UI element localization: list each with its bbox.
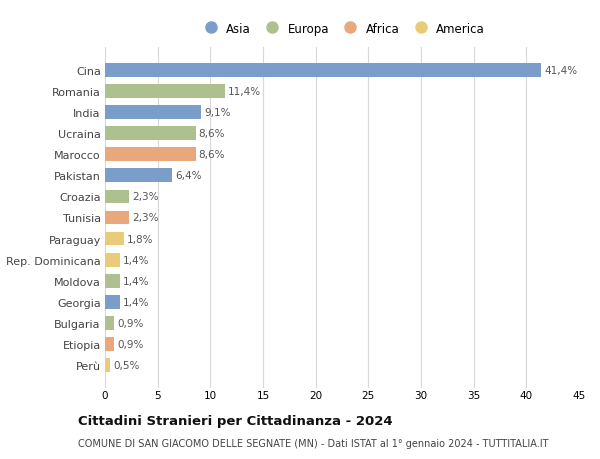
Bar [105,64,541,77]
Text: 0,9%: 0,9% [118,340,144,349]
Bar [105,274,120,288]
Legend: Asia, Europa, Africa, America: Asia, Europa, Africa, America [197,20,487,38]
Bar [105,253,120,267]
Bar [105,85,225,98]
Text: 0,9%: 0,9% [118,319,144,328]
Text: 11,4%: 11,4% [228,87,262,96]
Text: 2,3%: 2,3% [133,213,159,223]
Bar [105,106,201,119]
Bar [105,296,120,309]
Text: 9,1%: 9,1% [204,108,230,118]
Text: 1,4%: 1,4% [123,297,149,308]
Text: 6,4%: 6,4% [176,171,202,181]
Text: 41,4%: 41,4% [544,66,577,75]
Bar [105,148,196,162]
Bar [105,127,196,140]
Text: 2,3%: 2,3% [133,192,159,202]
Bar [105,359,110,372]
Bar [105,232,124,246]
Bar [105,190,129,204]
Text: COMUNE DI SAN GIACOMO DELLE SEGNATE (MN) - Dati ISTAT al 1° gennaio 2024 - TUTTI: COMUNE DI SAN GIACOMO DELLE SEGNATE (MN)… [78,438,548,448]
Text: 1,4%: 1,4% [123,276,149,286]
Bar [105,338,115,351]
Text: 8,6%: 8,6% [199,150,225,160]
Bar [105,169,172,183]
Text: 1,4%: 1,4% [123,255,149,265]
Text: 1,8%: 1,8% [127,234,154,244]
Text: Cittadini Stranieri per Cittadinanza - 2024: Cittadini Stranieri per Cittadinanza - 2… [78,414,392,428]
Text: 0,5%: 0,5% [113,361,140,370]
Bar [105,317,115,330]
Bar [105,211,129,225]
Text: 8,6%: 8,6% [199,129,225,139]
